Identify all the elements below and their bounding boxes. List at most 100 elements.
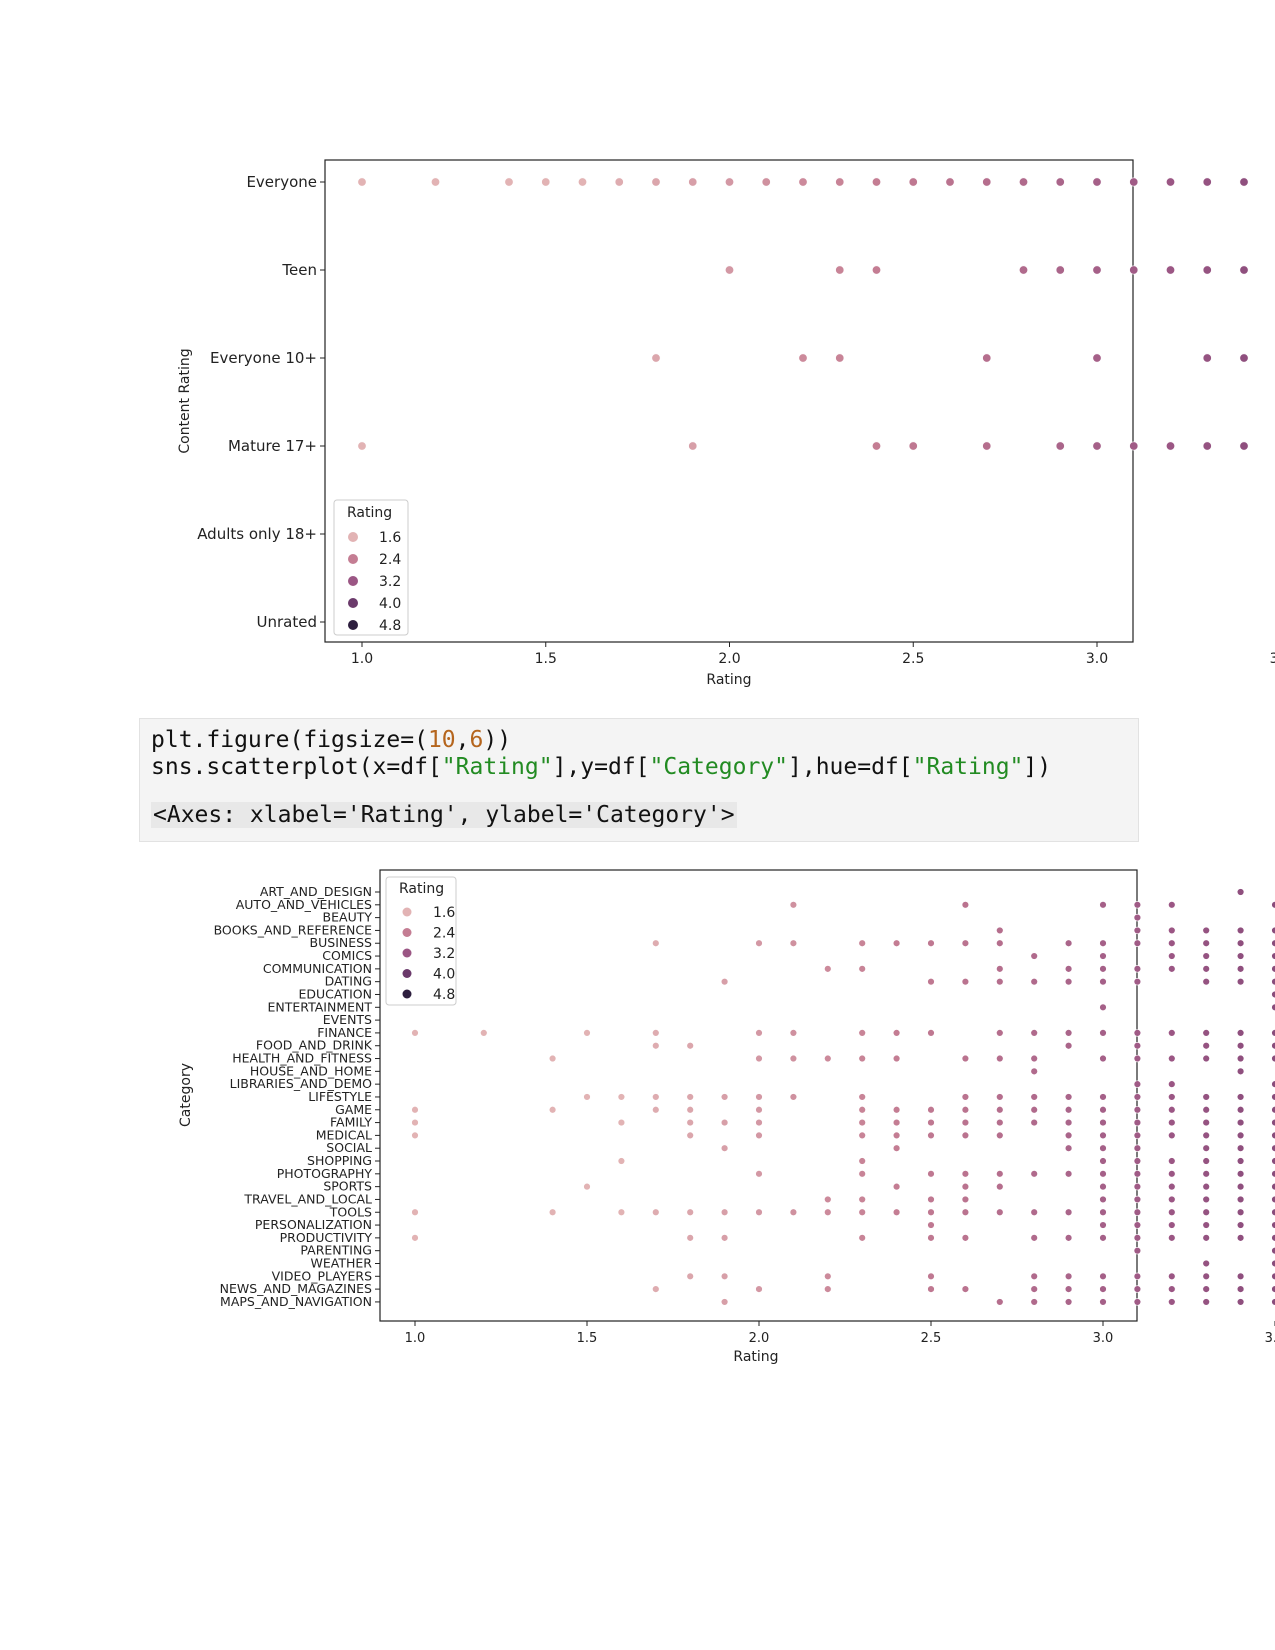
- data-point: [1202, 1298, 1210, 1306]
- data-point: [927, 1118, 935, 1127]
- data-point: [996, 1118, 1004, 1127]
- data-point: [720, 1208, 729, 1216]
- legend-label: 1.6: [433, 905, 455, 921]
- y-tick-label: TRAVEL_AND_LOCAL: [243, 1191, 372, 1206]
- legend-marker: [402, 907, 412, 917]
- data-point: [1271, 977, 1275, 986]
- data-point: [1099, 1157, 1107, 1165]
- data-point: [1236, 952, 1245, 960]
- legend-marker: [348, 554, 358, 564]
- data-point: [1064, 1029, 1073, 1037]
- data-point: [1168, 1080, 1176, 1088]
- data-point: [996, 1170, 1004, 1178]
- data-point: [652, 1285, 660, 1293]
- data-point: [1099, 1272, 1107, 1280]
- data-point: [996, 939, 1004, 947]
- data-point: [858, 1195, 866, 1204]
- data-point: [652, 1093, 660, 1101]
- data-point: [1271, 1285, 1275, 1293]
- data-point: [1271, 1054, 1275, 1063]
- data-point: [1236, 1234, 1245, 1242]
- data-point: [755, 1093, 763, 1101]
- data-point: [1099, 1208, 1107, 1216]
- data-point: [1202, 1195, 1210, 1204]
- data-point: [1202, 1170, 1210, 1178]
- data-point: [858, 1093, 866, 1101]
- data-point: [996, 965, 1004, 973]
- y-tick-label: SPORTS: [323, 1179, 372, 1194]
- data-point: [1099, 1054, 1107, 1063]
- data-point: [858, 939, 866, 947]
- data-point: [835, 265, 845, 275]
- data-point: [1236, 1195, 1245, 1204]
- data-point: [614, 177, 624, 187]
- data-point: [1202, 177, 1212, 187]
- y-tick-label: PRODUCTIVITY: [280, 1230, 373, 1245]
- data-point: [996, 1182, 1004, 1191]
- data-point: [1202, 441, 1212, 451]
- data-point: [1239, 441, 1249, 451]
- data-point: [755, 1054, 763, 1063]
- data-point: [1236, 1029, 1245, 1037]
- data-point: [1168, 1208, 1176, 1216]
- data-point: [1168, 965, 1176, 973]
- legend-label: 1.6: [379, 530, 401, 546]
- y-tick-label: Mature 17+: [228, 437, 317, 455]
- data-point: [1129, 265, 1139, 275]
- data-point: [1133, 926, 1142, 935]
- data-point: [1236, 1131, 1245, 1140]
- legend-label: 2.4: [433, 926, 455, 942]
- data-point: [1133, 901, 1142, 909]
- data-point: [996, 1298, 1004, 1306]
- data-point: [1271, 1259, 1275, 1268]
- data-point: [577, 177, 587, 187]
- y-tick-label: FOOD_AND_DRINK: [256, 1038, 373, 1053]
- data-point: [996, 1208, 1004, 1216]
- y-tick-label: LIBRARIES_AND_DEMO: [230, 1076, 372, 1091]
- data-point: [1064, 1106, 1073, 1114]
- data-point: [1099, 1182, 1107, 1191]
- data-point: [548, 1106, 557, 1114]
- data-point: [961, 939, 970, 947]
- data-point: [1099, 1221, 1107, 1229]
- data-point: [1064, 1272, 1073, 1280]
- data-point: [1202, 1054, 1210, 1063]
- data-point: [858, 1029, 866, 1037]
- data-point: [1064, 939, 1073, 947]
- data-point: [1168, 1157, 1176, 1165]
- data-point: [1064, 1093, 1073, 1101]
- data-point: [927, 1170, 935, 1178]
- data-point: [1064, 1042, 1073, 1050]
- data-point: [1133, 1234, 1142, 1242]
- data-point: [1099, 1093, 1107, 1101]
- data-point: [1030, 1170, 1038, 1178]
- data-point: [1092, 265, 1102, 275]
- data-point: [1133, 965, 1142, 973]
- data-point: [686, 1042, 694, 1050]
- data-point: [1030, 1093, 1038, 1101]
- data-point: [1133, 913, 1142, 922]
- data-point: [411, 1131, 419, 1140]
- data-point: [755, 939, 763, 947]
- data-point: [798, 177, 808, 187]
- data-point: [892, 1208, 901, 1216]
- y-tick-label: MAPS_AND_NAVIGATION: [220, 1294, 372, 1309]
- data-point: [1099, 1003, 1107, 1011]
- data-point: [1271, 1157, 1275, 1165]
- data-point: [1129, 177, 1139, 187]
- data-point: [1236, 1272, 1245, 1280]
- y-tick-label: AUTO_AND_VEHICLES: [236, 897, 372, 912]
- data-point: [824, 1208, 832, 1216]
- data-point: [1168, 1285, 1176, 1293]
- data-point: [927, 1208, 935, 1216]
- y-tick-label: WEATHER: [311, 1255, 373, 1270]
- data-point: [720, 1234, 729, 1242]
- data-point: [961, 1131, 970, 1140]
- data-point: [1168, 1131, 1176, 1140]
- data-point: [1064, 1170, 1073, 1178]
- data-point: [858, 1106, 866, 1114]
- data-point: [1202, 1042, 1210, 1050]
- data-point: [1271, 952, 1275, 960]
- data-point: [1271, 1118, 1275, 1127]
- x-tick-label: 1.5: [535, 651, 557, 667]
